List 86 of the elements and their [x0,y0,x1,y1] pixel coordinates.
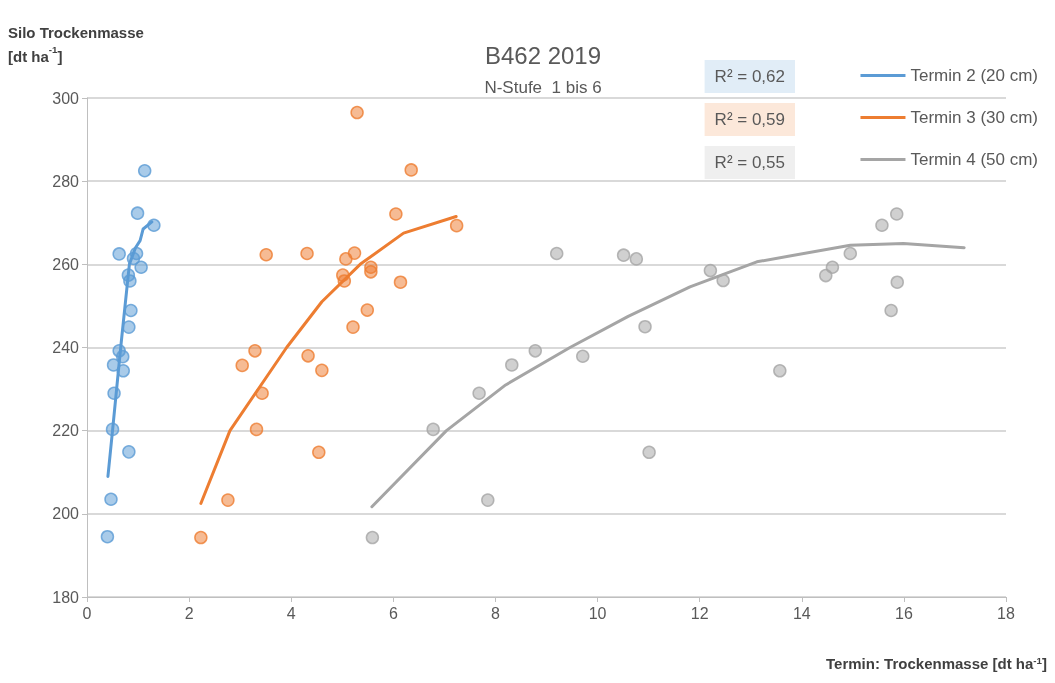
point [300,246,314,261]
point [235,358,249,373]
point [107,386,121,400]
x-tick-label: 10 [588,604,607,622]
point [104,492,118,507]
y-tick-label: 200 [52,505,80,523]
x-tick-label: 6 [388,604,398,622]
x-tick-label: 14 [792,604,811,622]
y-tick-label: 300 [52,89,80,107]
point [137,164,152,178]
chart-title: B462 2019 [484,41,602,69]
point [549,246,564,261]
point [449,218,464,233]
point [819,268,833,283]
line-series [370,242,966,509]
point [703,263,718,278]
x-tick-label: 16 [894,604,913,622]
y-tick-label: 280 [52,172,80,190]
y-tick-label: 260 [52,255,80,273]
point [129,246,144,261]
point [346,320,360,334]
point [301,349,315,363]
point [337,274,352,288]
x-tick-label: 2 [184,604,194,622]
point [194,530,208,545]
point [130,206,145,220]
y-tick-label: 220 [52,422,80,440]
point [616,248,631,262]
point [249,422,264,437]
annotation: R² = 0,59 [714,110,786,129]
x-tick-label: 4 [286,604,296,622]
point [116,364,130,378]
point [843,246,858,261]
point [364,265,378,279]
legend-label: Termin 4 (50 cm) [910,150,1039,169]
point [121,268,136,282]
point [255,386,269,400]
point [773,364,787,378]
x-tick-label: 12 [690,604,709,622]
point [350,105,364,120]
point [315,363,329,378]
point [642,445,656,460]
point [875,218,889,232]
point [259,248,273,262]
point [339,252,353,266]
chart-subtitle: N-Stufe 1 bis 6 [484,78,602,97]
point [576,349,590,363]
point [112,247,126,261]
point [116,349,130,364]
annotation: R² = 0,55 [714,153,786,172]
text: R² = 0,62 [714,67,786,86]
point [389,207,403,221]
point [147,218,161,232]
point [890,207,904,221]
point [528,344,543,358]
point [638,319,652,334]
point [106,358,121,372]
point [481,493,495,507]
point [393,275,408,289]
x-tick-label: 0 [82,604,92,622]
y-tick-label: 180 [52,588,80,606]
point [122,445,136,459]
point [505,358,519,372]
point [884,303,898,318]
point [404,163,418,177]
x-tick-label: 8 [490,604,500,622]
legend-label: Termin 3 (30 cm) [910,108,1039,127]
point [312,445,326,460]
point [100,529,115,544]
point [134,260,148,274]
point [890,275,904,289]
point [347,246,362,260]
point [221,493,235,507]
point [629,252,644,266]
x-tick-label: 18 [997,604,1015,622]
legend-label: Termin 2 (20 cm) [910,66,1039,85]
point [426,422,440,437]
point [105,422,120,437]
point [716,273,730,288]
point [365,530,380,545]
y-tick-label: 240 [52,339,80,356]
point [248,344,262,358]
point [360,303,375,317]
point [122,320,136,334]
point [124,303,138,318]
point [472,386,486,400]
